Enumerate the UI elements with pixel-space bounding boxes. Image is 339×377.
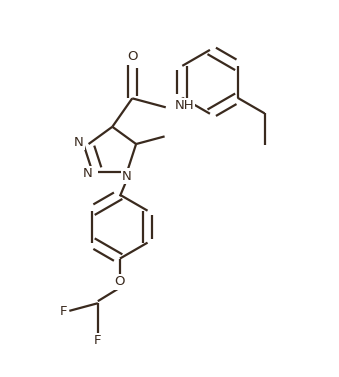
Text: O: O xyxy=(127,50,138,63)
Text: F: F xyxy=(60,305,67,318)
Text: N: N xyxy=(83,167,93,180)
Text: N: N xyxy=(122,170,132,182)
Text: N: N xyxy=(74,136,84,149)
Text: O: O xyxy=(115,276,125,288)
Text: NH: NH xyxy=(175,99,194,112)
Text: F: F xyxy=(94,334,102,347)
